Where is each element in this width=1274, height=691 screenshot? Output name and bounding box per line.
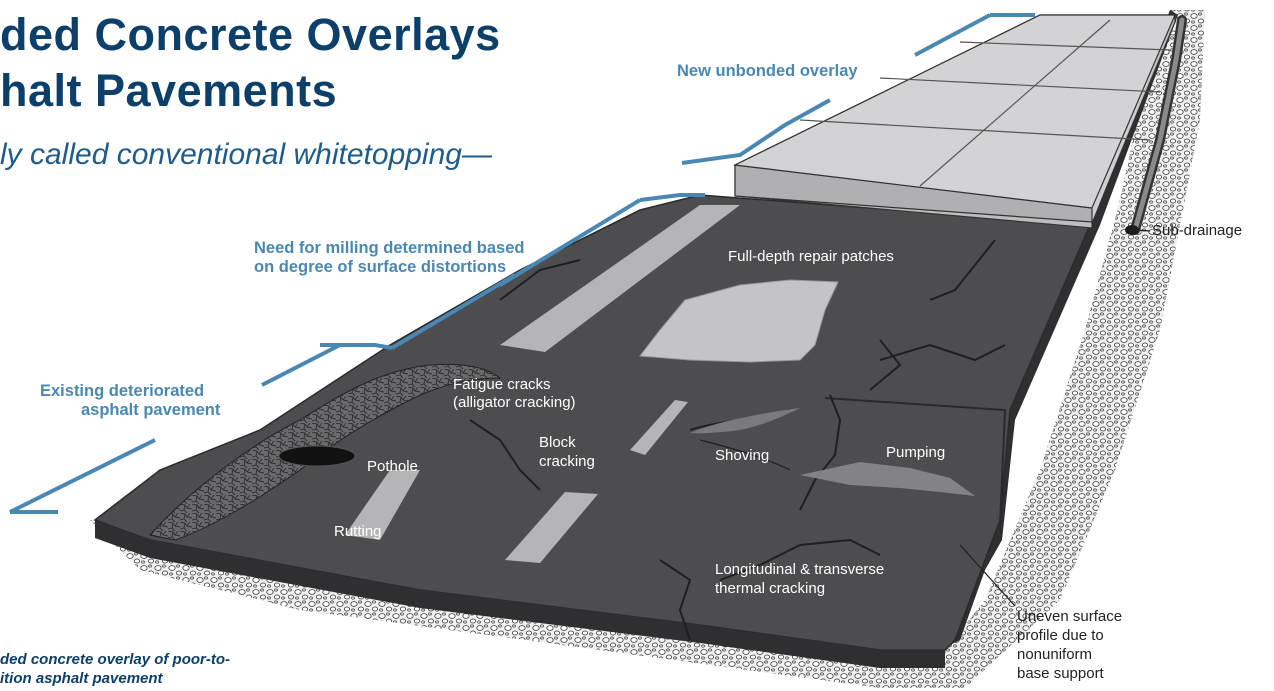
concrete-overlay [732,14,1176,229]
label-pumping: Pumping [886,444,946,461]
repair-patch [639,279,839,363]
sub-drainage-pipe [1125,15,1187,235]
callout-existing-line-2: asphalt pavement [81,401,221,419]
label-sub-drainage: Sub-drainage [1152,222,1243,239]
label-pothole: Pothole [367,458,418,475]
callout-new-overlay: New unbonded overlay [677,62,858,80]
label-block-line-1: Block [539,434,576,451]
label-uneven-line-4: base support [1017,665,1104,682]
label-thermal-line-1: Longitudinal & transverse [715,561,885,578]
callout-milling-line-1: Need for milling determined based [254,239,525,257]
black-leader-lines [959,229,1151,607]
label-uneven-line-1: Uneven surface [1017,608,1123,625]
slab-edge [824,397,1007,526]
label-shoving: Shoving [715,447,770,464]
pumping-stain [800,462,975,496]
shoving-wave [690,408,800,434]
callout-existing-line-1: Existing deteriorated [40,382,205,400]
asphalt-front-face [95,520,945,668]
figure-caption-line-1: ded concrete overlay of poor-to- [0,651,231,668]
label-uneven-line-2: profile due to [1017,627,1104,644]
label-full-depth-repair: Full-depth repair patches [728,248,894,265]
page-title-line-2: halt Pavements [0,65,338,116]
lane-markings [345,205,740,563]
label-rutting: Rutting [334,523,382,540]
label-thermal-line-2: thermal cracking [715,580,826,597]
alligator-band [149,363,502,541]
label-fatigue-line-2: (alligator cracking) [453,394,576,411]
label-uneven-line-3: nonuniform [1017,646,1093,663]
label-block-line-2: cracking [539,453,595,470]
label-fatigue-line-1: Fatigue cracks [453,376,551,393]
asphalt-side-face [950,10,1178,645]
asphalt-top-surface [93,194,1092,651]
pothole-mark [278,445,356,467]
page-subtitle: ly called conventional whitetopping— [0,138,492,171]
callout-milling-line-2: on degree of surface distortions [254,258,507,276]
page-title-line-1: ded Concrete Overlays [0,9,501,60]
figure-caption-line-2: ition asphalt pavement [0,670,163,687]
leader-lines [9,13,1035,514]
